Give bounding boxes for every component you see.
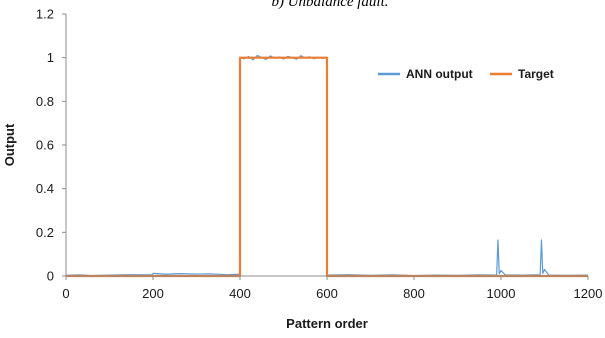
x-tick-label: 600 bbox=[316, 286, 338, 301]
legend-label-ann-output: ANN output bbox=[406, 67, 473, 81]
legend: ANN output Target bbox=[378, 67, 554, 81]
y-tick-label: 0.6 bbox=[36, 138, 54, 153]
legend-label-target: Target bbox=[518, 67, 554, 81]
y-tick-labels: 0 0.2 0.4 0.6 0.8 1 1.2 bbox=[36, 7, 54, 284]
y-tick-label: 0.4 bbox=[36, 181, 54, 196]
series-layer bbox=[65, 54, 589, 278]
axes-layer bbox=[62, 13, 589, 280]
x-tick-label: 0 bbox=[62, 286, 69, 301]
x-tick-label: 800 bbox=[403, 286, 425, 301]
y-tick-label: 1.2 bbox=[36, 7, 54, 22]
y-tick-label: 0.8 bbox=[36, 94, 54, 109]
x-tick-label: 1000 bbox=[487, 286, 516, 301]
x-axis-title: Pattern order bbox=[286, 316, 368, 331]
series-line-ann-output bbox=[65, 54, 589, 277]
y-tick-label: 0 bbox=[47, 269, 54, 284]
y-tick-label: 1 bbox=[47, 50, 54, 65]
x-tick-label: 400 bbox=[229, 286, 251, 301]
x-tick-label: 200 bbox=[142, 286, 164, 301]
x-tick-label: 1200 bbox=[574, 286, 603, 301]
chart-title: b) Unbalance fault. bbox=[271, 0, 388, 10]
y-axis-title: Output bbox=[2, 123, 17, 166]
x-tick-labels: 0 200 400 600 800 1000 1200 bbox=[62, 286, 602, 301]
series-line-target bbox=[66, 56, 588, 278]
y-tick-label: 0.2 bbox=[36, 225, 54, 240]
